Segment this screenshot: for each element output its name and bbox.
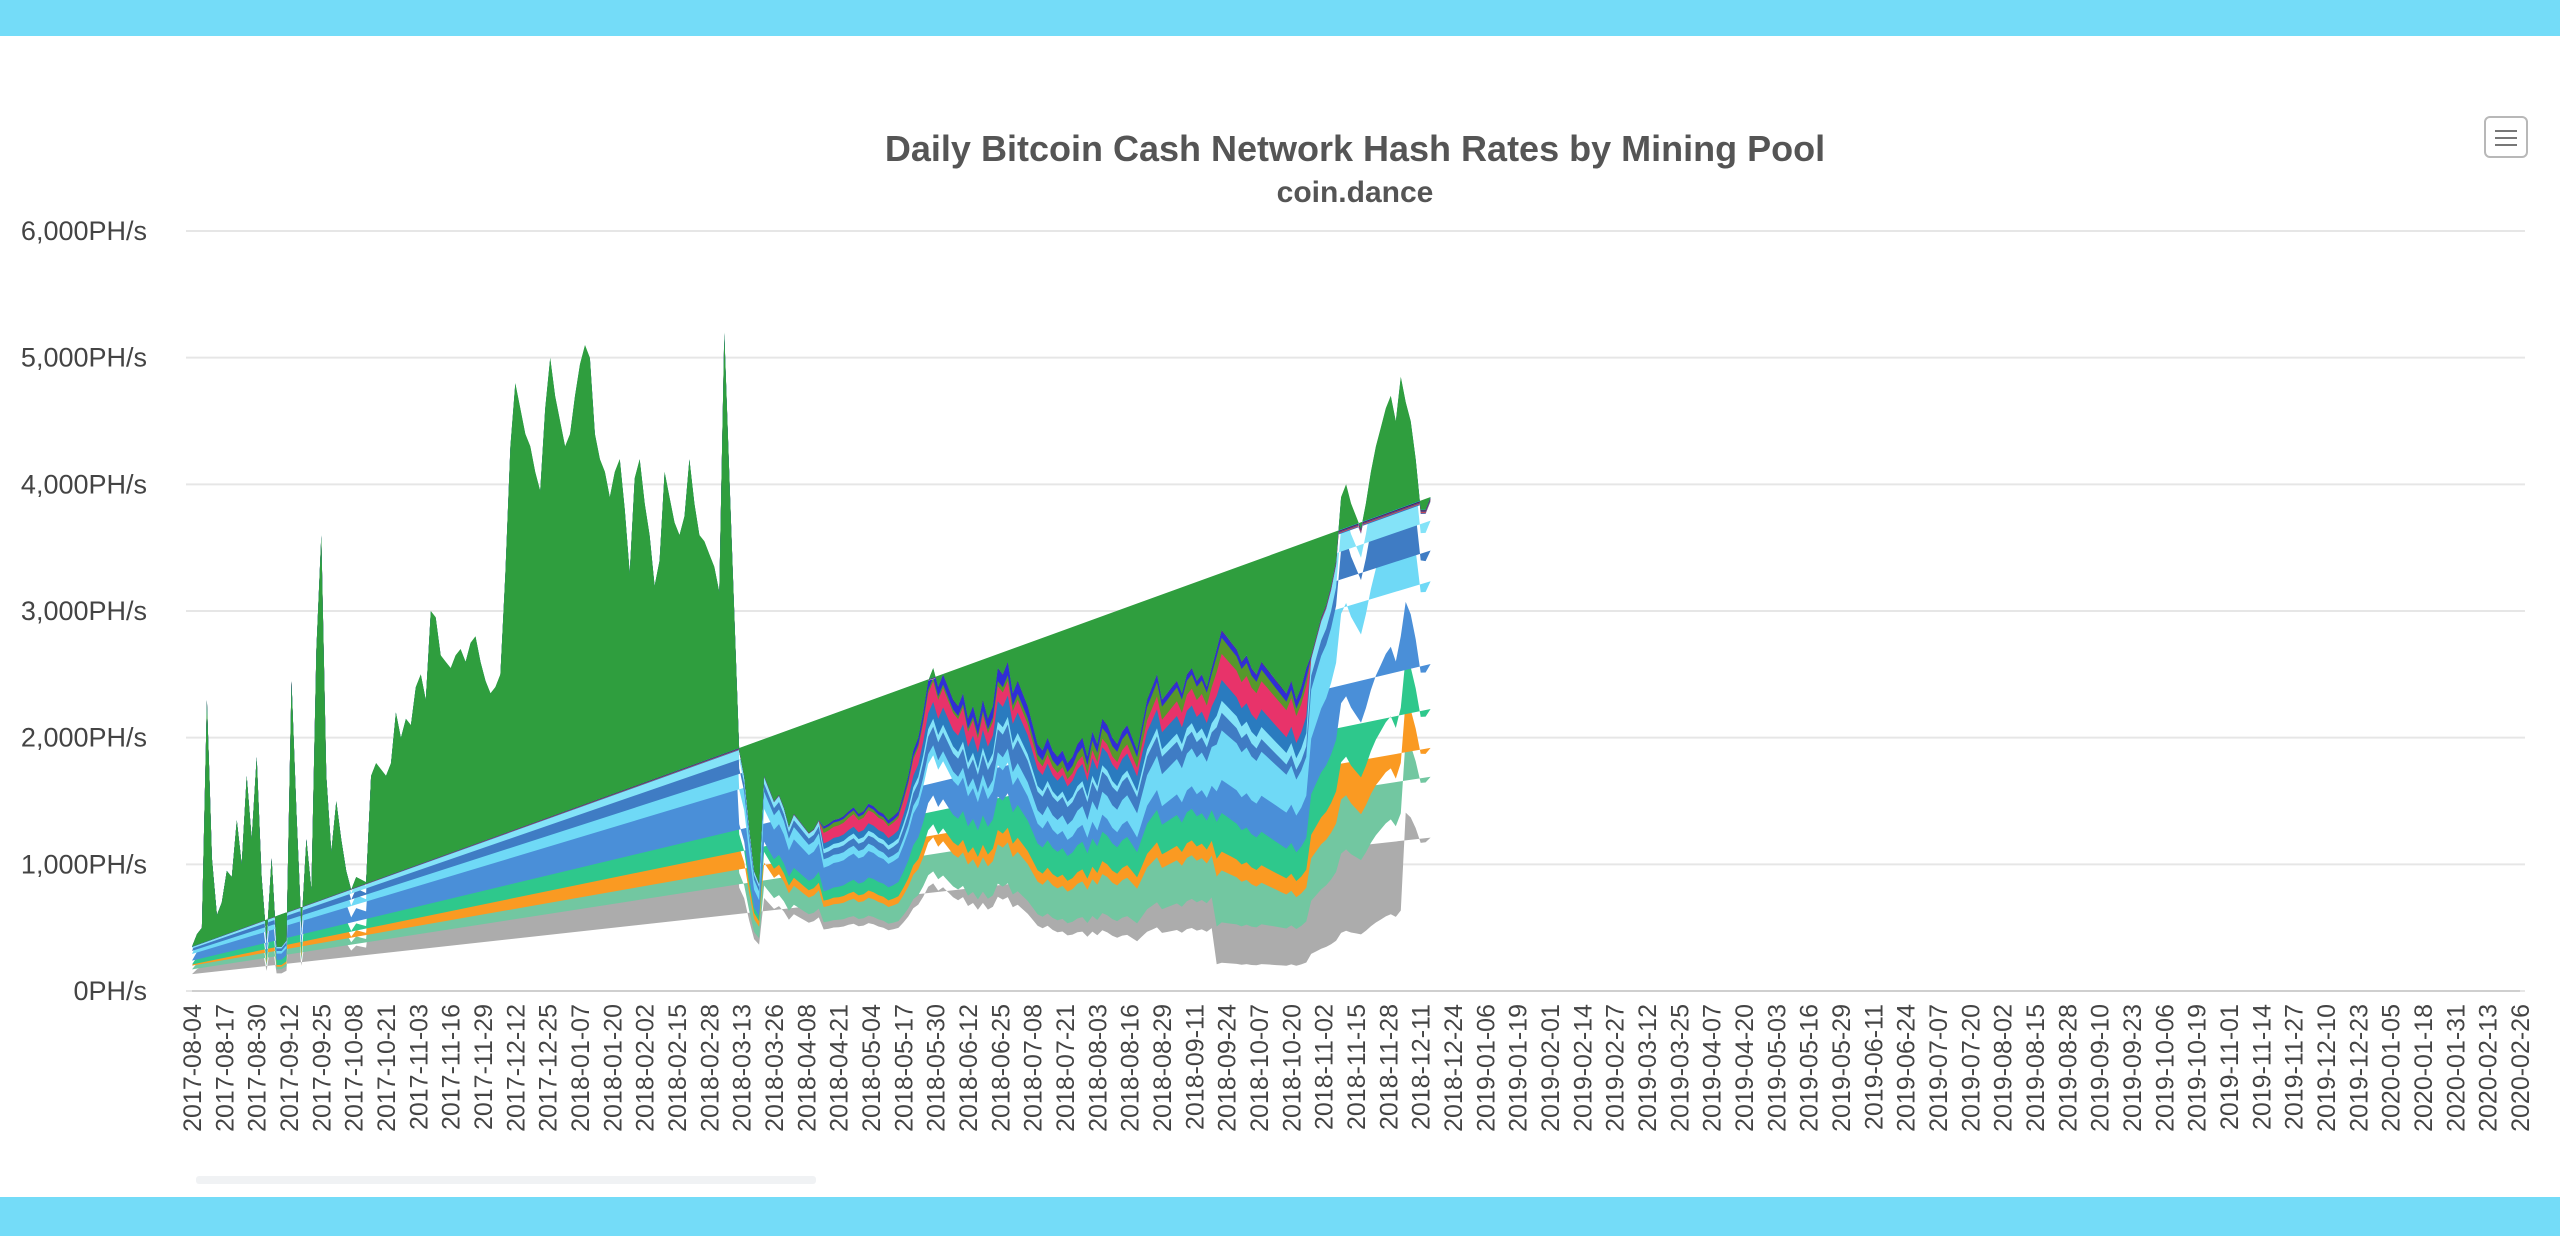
x-tick-label: 2020-02-13 — [2475, 1004, 2503, 1132]
chart-navigator-strip[interactable] — [196, 1176, 816, 1184]
x-tick-label: 2020-01-31 — [2442, 1004, 2470, 1132]
x-tick-label: 2018-01-07 — [567, 1004, 595, 1132]
x-tick-label: 2019-12-10 — [2313, 1004, 2341, 1132]
x-tick-label: 2019-11-01 — [2216, 1004, 2244, 1130]
x-tick-label: 2017-08-17 — [211, 1004, 239, 1132]
x-tick-label: 2018-12-24 — [1440, 1004, 1468, 1132]
x-tick-label: 2018-11-28 — [1375, 1004, 1403, 1130]
x-tick-label: 2019-11-27 — [2281, 1004, 2309, 1130]
x-tick-label: 2018-12-11 — [1408, 1004, 1436, 1130]
x-tick-label: 2019-02-14 — [1569, 1004, 1597, 1132]
x-tick-label: 2017-12-25 — [535, 1004, 563, 1132]
x-tick-label: 2019-09-23 — [2119, 1004, 2147, 1132]
x-tick-label: 2018-11-15 — [1343, 1004, 1371, 1130]
x-tick-label: 2018-04-08 — [793, 1004, 821, 1132]
x-tick-label: 2019-08-02 — [1990, 1004, 2018, 1132]
x-tick-label: 2019-05-03 — [1763, 1004, 1791, 1132]
x-tick-label: 2018-06-12 — [955, 1004, 983, 1132]
chart-menu-button[interactable] — [2484, 116, 2528, 158]
x-tick-label: 2018-02-28 — [696, 1004, 724, 1132]
x-tick-label: 2019-11-14 — [2248, 1004, 2276, 1130]
x-tick-label: 2018-05-17 — [890, 1004, 918, 1132]
bottom-accent-band — [0, 1197, 2560, 1236]
y-tick-label: 4,000PH/s — [21, 469, 147, 499]
x-tick-label: 2018-09-11 — [1181, 1004, 1209, 1130]
y-tick-label: 3,000PH/s — [21, 596, 147, 626]
x-tick-label: 2018-05-04 — [858, 1004, 886, 1132]
x-tick-label: 2020-01-05 — [2378, 1004, 2406, 1132]
x-tick-label: 2019-10-19 — [2184, 1004, 2212, 1132]
x-tick-label: 2019-07-07 — [1925, 1004, 1953, 1132]
x-tick-label: 2019-07-20 — [1957, 1004, 1985, 1132]
x-tick-label: 2018-09-24 — [1214, 1004, 1242, 1132]
x-tick-label: 2019-04-07 — [1699, 1004, 1727, 1132]
x-tick-label: 2020-02-26 — [2507, 1004, 2535, 1132]
y-tick-label: 6,000PH/s — [21, 216, 147, 246]
x-tick-label: 2019-03-12 — [1634, 1004, 1662, 1132]
x-tick-label: 2017-10-21 — [373, 1004, 401, 1132]
y-tick-label: 5,000PH/s — [21, 343, 147, 373]
x-tick-label: 2017-08-04 — [179, 1004, 207, 1132]
x-tick-label: 2019-06-11 — [1860, 1004, 1888, 1130]
x-tick-label: 2019-06-24 — [1893, 1004, 1921, 1132]
x-tick-label: 2020-01-18 — [2410, 1004, 2438, 1132]
x-tick-label: 2019-02-27 — [1602, 1004, 1630, 1132]
series-area-16 — [192, 332, 1431, 947]
x-tick-label: 2019-03-25 — [1666, 1004, 1694, 1132]
x-tick-label: 2017-11-03 — [405, 1004, 433, 1130]
x-tick-label: 2018-02-02 — [632, 1004, 660, 1132]
x-tick-label: 2018-08-03 — [1084, 1004, 1112, 1132]
x-tick-label: 2019-05-16 — [1796, 1004, 1824, 1132]
x-tick-label: 2018-03-26 — [761, 1004, 789, 1132]
x-tick-label: 2017-10-08 — [341, 1004, 369, 1132]
chart-title: Daily Bitcoin Cash Network Hash Rates by… — [884, 128, 1826, 169]
x-tick-label: 2017-09-25 — [308, 1004, 336, 1132]
x-tick-label: 2019-10-06 — [2151, 1004, 2179, 1132]
x-tick-label: 2018-10-20 — [1278, 1004, 1306, 1132]
x-tick-label: 2018-08-16 — [1117, 1004, 1145, 1132]
x-tick-label: 2018-06-25 — [987, 1004, 1015, 1132]
top-accent-band — [0, 0, 2560, 36]
x-tick-label: 2018-07-21 — [1052, 1004, 1080, 1132]
x-tick-label: 2018-08-29 — [1149, 1004, 1177, 1132]
x-tick-label: 2018-01-20 — [599, 1004, 627, 1132]
x-tick-label: 2019-02-01 — [1537, 1004, 1565, 1132]
x-tick-label: 2018-03-13 — [729, 1004, 757, 1132]
x-tick-label: 2019-08-28 — [2054, 1004, 2082, 1132]
y-tick-label: 1,000PH/s — [21, 849, 147, 879]
x-tick-label: 2019-08-15 — [2022, 1004, 2050, 1132]
x-tick-label: 2018-05-30 — [923, 1004, 951, 1132]
x-tick-label: 2017-09-12 — [276, 1004, 304, 1132]
x-tick-label: 2017-12-12 — [502, 1004, 530, 1132]
x-tick-label: 2017-11-29 — [470, 1004, 498, 1130]
x-tick-label: 2017-11-16 — [438, 1004, 466, 1130]
x-tick-label: 2018-10-07 — [1246, 1004, 1274, 1132]
y-tick-label: 0PH/s — [73, 976, 147, 1006]
x-tick-label: 2019-04-20 — [1731, 1004, 1759, 1132]
x-tick-label: 2018-07-08 — [1020, 1004, 1048, 1132]
x-tick-label: 2017-08-30 — [244, 1004, 272, 1132]
x-tick-label: 2018-04-21 — [826, 1004, 854, 1132]
x-tick-label: 2018-02-15 — [664, 1004, 692, 1132]
x-tick-label: 2019-12-23 — [2345, 1004, 2373, 1132]
chart-subtitle: coin.dance — [1276, 176, 1434, 209]
y-tick-label: 2,000PH/s — [21, 723, 147, 753]
hamburger-menu-icon — [2495, 130, 2517, 132]
x-tick-label: 2019-05-29 — [1828, 1004, 1856, 1132]
x-tick-label: 2019-09-10 — [2087, 1004, 2115, 1132]
x-tick-label: 2018-11-02 — [1311, 1004, 1339, 1130]
x-tick-label: 2019-01-06 — [1472, 1004, 1500, 1132]
x-tick-label: 2019-01-19 — [1505, 1004, 1533, 1132]
